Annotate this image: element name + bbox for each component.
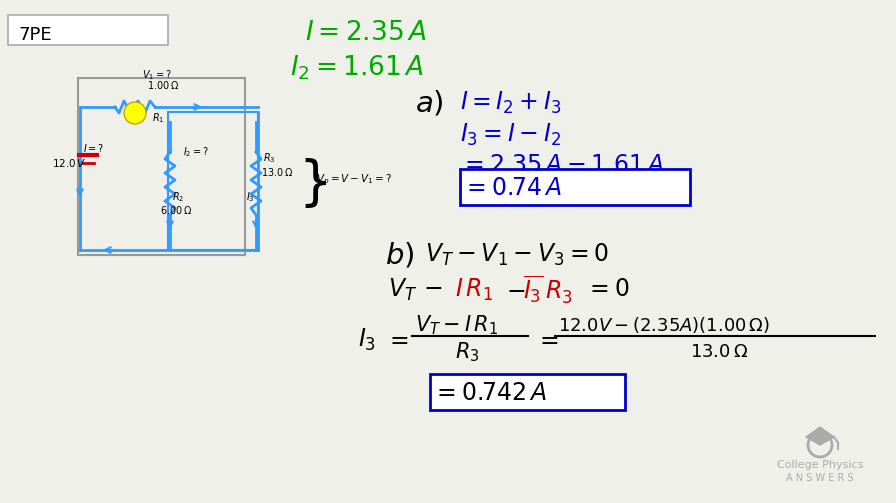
Bar (430, 374, 625, 410)
Text: $= 0.742\,A$: $= 0.742\,A$ (432, 381, 547, 404)
Text: $12.0V-(2.35A)(1.00\,\Omega)$: $12.0V-(2.35A)(1.00\,\Omega)$ (558, 315, 771, 335)
Text: $V_1 = ?$: $V_1 = ?$ (142, 68, 172, 82)
Polygon shape (806, 427, 834, 445)
Text: $\overline{\mathit{I}_3}\,R_3$: $\overline{\mathit{I}_3}\,R_3$ (523, 274, 573, 306)
Text: $\}$: $\}$ (298, 156, 327, 210)
Bar (78, 78, 245, 255)
Circle shape (124, 102, 146, 124)
Text: $I_2 = ?$: $I_2 = ?$ (183, 145, 209, 159)
Text: $I_3$: $I_3$ (246, 190, 254, 204)
Text: $R_3$: $R_3$ (455, 340, 479, 364)
Text: $I = ?$: $I = ?$ (83, 142, 104, 154)
Text: $\,-\,$: $\,-\,$ (498, 279, 526, 301)
Text: $R_3$: $R_3$ (263, 151, 276, 165)
Text: A N S W E R S: A N S W E R S (786, 473, 854, 483)
Text: $R_1$: $R_1$ (152, 111, 164, 125)
Text: $\mathit{I}_3 = \mathit{I} - \mathit{I}_2$: $\mathit{I}_3 = \mathit{I} - \mathit{I}_… (460, 122, 561, 148)
Text: $13.0\,\Omega$: $13.0\,\Omega$ (690, 343, 748, 361)
Text: 7PE: 7PE (18, 26, 52, 44)
Text: $b)$: $b)$ (385, 240, 414, 270)
Text: $\mathit{I} = 2.35\,A$: $\mathit{I} = 2.35\,A$ (305, 20, 426, 44)
Text: $=$: $=$ (385, 328, 409, 352)
Text: $a)$: $a)$ (415, 89, 444, 118)
Text: $6.00\,\Omega$: $6.00\,\Omega$ (160, 204, 193, 216)
Text: $V_p = V - V_1 = ?$: $V_p = V - V_1 = ?$ (316, 173, 392, 187)
Text: $\mathit{I}_2 = 1.61\,A$: $\mathit{I}_2 = 1.61\,A$ (290, 54, 424, 82)
Text: $= 0.74\,A$: $= 0.74\,A$ (462, 177, 562, 200)
Bar (460, 169, 690, 205)
Text: $\mathit{I} = \mathit{I}_2 + \mathit{I}_3$: $\mathit{I} = \mathit{I}_2 + \mathit{I}_… (460, 90, 561, 116)
Text: $\mathit{I}_3$: $\mathit{I}_3$ (358, 327, 376, 353)
Text: $= 0$: $= 0$ (585, 279, 629, 301)
Text: $13.0\,\Omega$: $13.0\,\Omega$ (261, 166, 293, 178)
Text: $V_T - V_1 - V_3 = 0$: $V_T - V_1 - V_3 = 0$ (425, 242, 609, 268)
Bar (8, 15, 168, 45)
Bar (168, 112, 258, 250)
Text: $\mathit{I}\,R_1$: $\mathit{I}\,R_1$ (455, 277, 493, 303)
Text: $=$: $=$ (535, 328, 559, 352)
Text: $R_2$: $R_2$ (172, 190, 185, 204)
Text: $V_T - \mathit{I}\,R_1$: $V_T - \mathit{I}\,R_1$ (415, 313, 498, 337)
Text: $= 2.35\,A - 1.61\,A$: $= 2.35\,A - 1.61\,A$ (460, 153, 664, 177)
Text: College Physics: College Physics (777, 460, 863, 470)
Text: $12.0\,V$: $12.0\,V$ (52, 157, 87, 169)
Text: $V_T\,-\,$: $V_T\,-\,$ (388, 277, 443, 303)
Text: $1.00\,\Omega$: $1.00\,\Omega$ (147, 79, 179, 91)
